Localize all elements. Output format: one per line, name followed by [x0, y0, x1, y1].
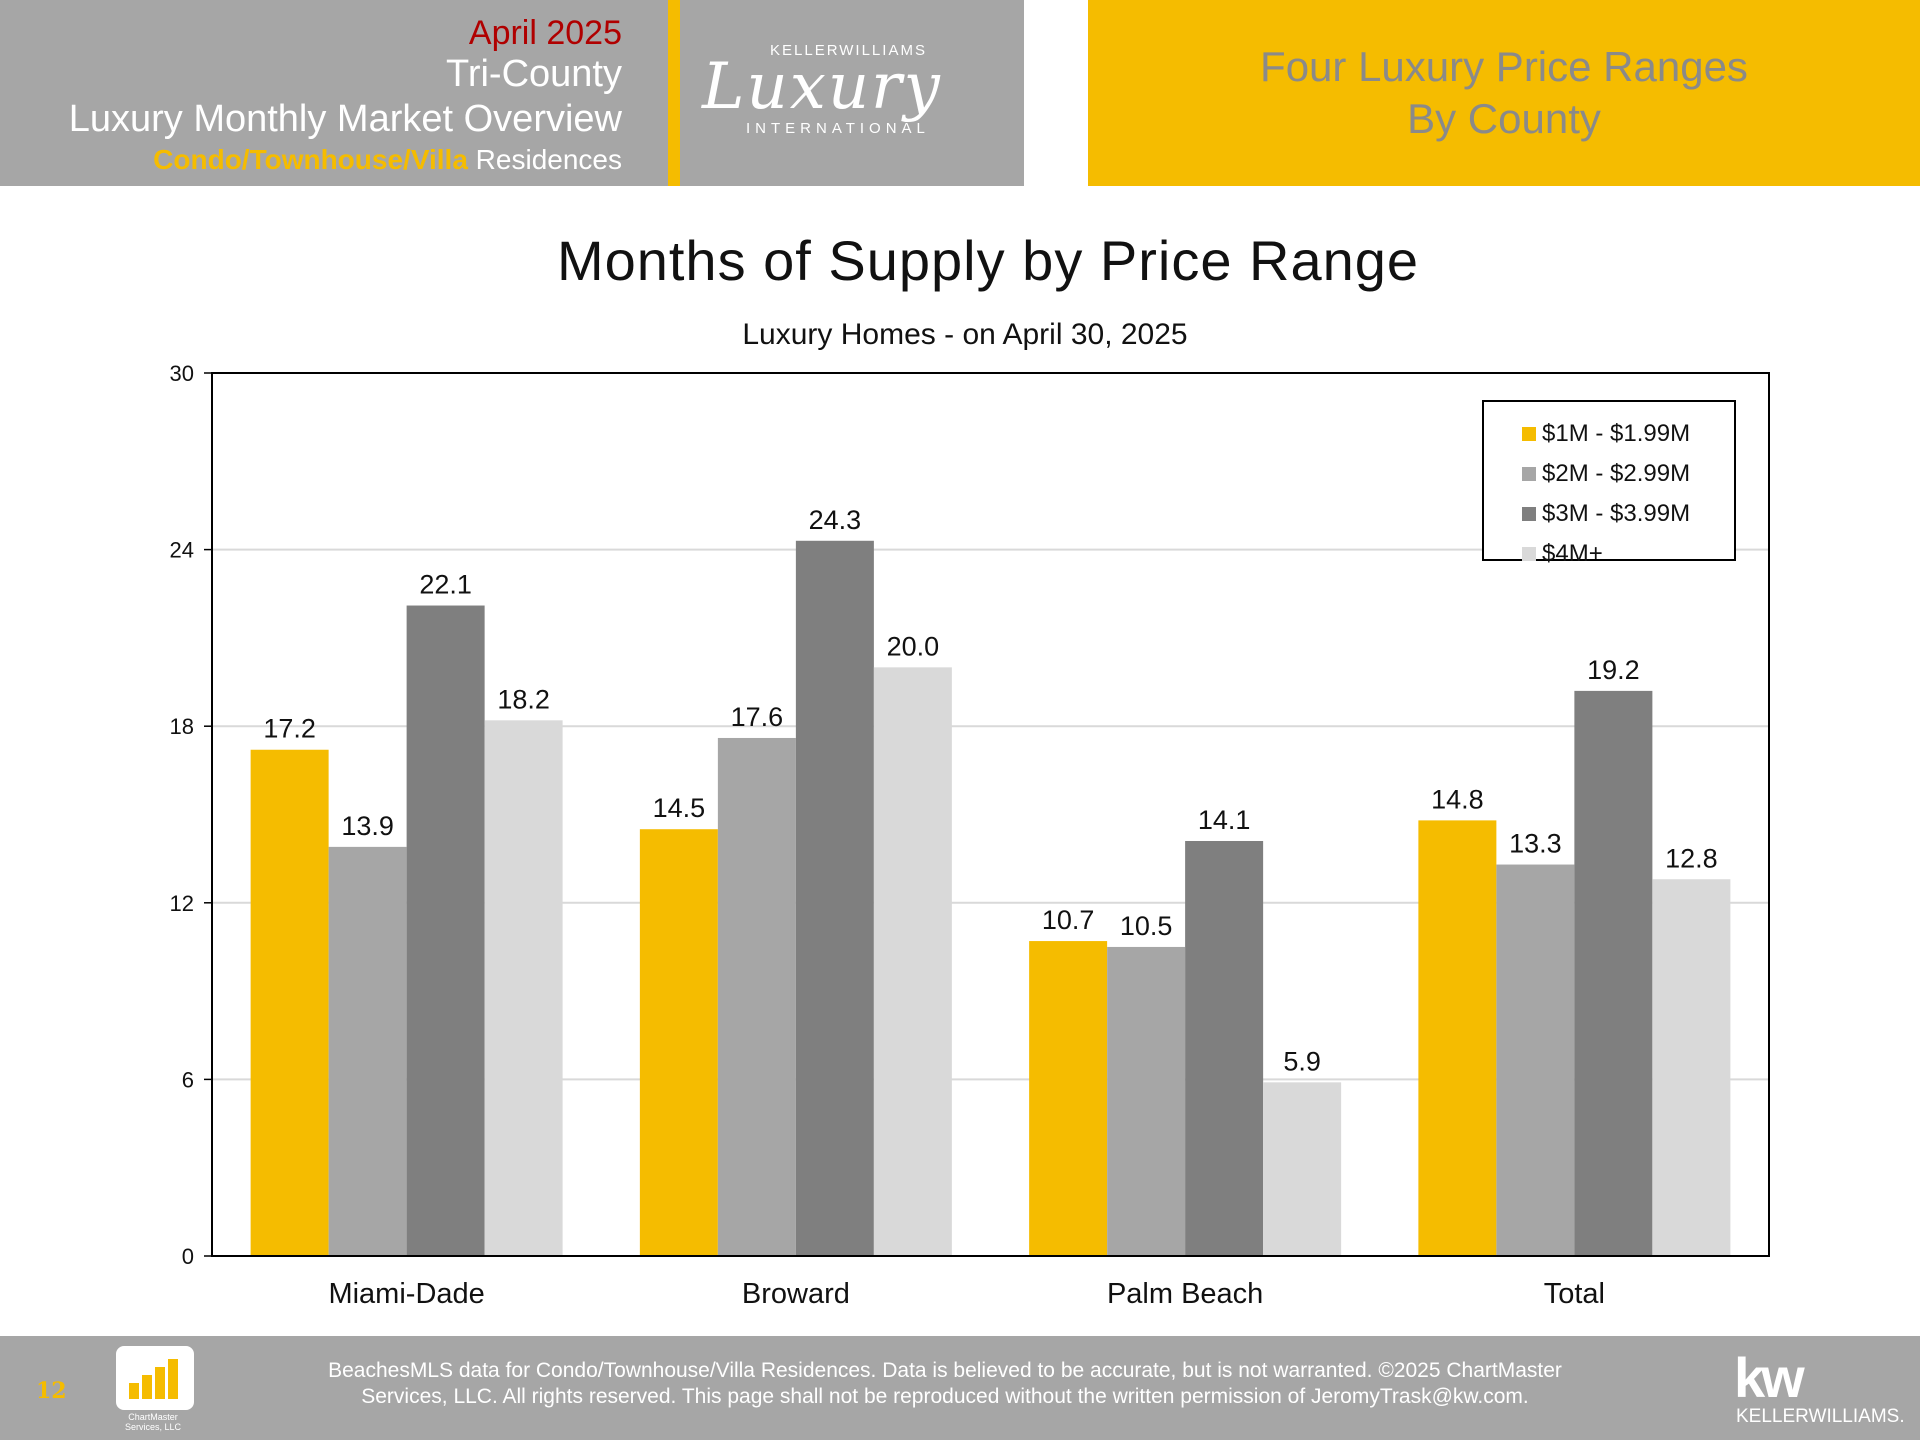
disclaimer-line2: Services, LLC. All rights reserved. This… — [361, 1385, 1529, 1408]
kw-logo-text: KELLERWILLIAMS. — [1736, 1406, 1905, 1427]
bar — [1496, 864, 1575, 1256]
logo-brand: KELLERWILLIAMS — [770, 42, 927, 59]
bar — [1263, 1082, 1342, 1256]
bar — [1107, 946, 1186, 1256]
data-label: 18.2 — [497, 684, 550, 714]
section-title-line2: By County — [1407, 95, 1601, 142]
disclaimer-line1: BeachesMLS data for Condo/Townhouse/Vill… — [328, 1359, 1562, 1382]
luxury-logo: KELLERWILLIAMS Luxury INTERNATIONAL — [680, 0, 1024, 186]
report-title: Luxury Monthly Market Overview — [68, 98, 622, 140]
page-number: 12 — [36, 1378, 67, 1404]
legend-swatch — [1522, 547, 1536, 561]
data-label: 5.9 — [1283, 1046, 1321, 1076]
data-label: 19.2 — [1587, 655, 1640, 685]
chart-subtitle: Luxury Homes - on April 30, 2025 — [742, 318, 1188, 351]
bar — [328, 846, 407, 1256]
section-title-line1: Four Luxury Price Ranges — [1260, 43, 1748, 90]
header-info-panel: April 2025 Tri-County Luxury Monthly Mar… — [0, 0, 668, 186]
chartmaster-logo-icon — [116, 1346, 194, 1410]
bar — [1418, 820, 1497, 1256]
chartmaster-label: ChartMaster Services, LLC — [124, 1412, 182, 1432]
header-stripe — [668, 0, 680, 186]
y-tick-label: 0 — [182, 1244, 194, 1269]
footer-disclaimer: BeachesMLS data for Condo/Townhouse/Vill… — [230, 1358, 1660, 1410]
data-label: 14.8 — [1431, 784, 1484, 814]
legend-label: $1M - $1.99M — [1542, 420, 1690, 447]
y-tick-label: 12 — [170, 891, 194, 916]
plot-frame — [211, 372, 1770, 1257]
data-label: 10.7 — [1042, 905, 1095, 935]
x-tick-label: Palm Beach — [1107, 1278, 1263, 1310]
data-label: 14.1 — [1198, 805, 1251, 835]
bar — [1652, 879, 1731, 1256]
chart-title: Months of Supply by Price Range — [556, 229, 1420, 292]
data-label: 20.0 — [887, 631, 940, 661]
x-tick-label: Broward — [742, 1278, 850, 1310]
bar — [484, 720, 563, 1256]
bar — [1574, 690, 1653, 1256]
logo-international: INTERNATIONAL — [746, 120, 930, 137]
bar — [250, 749, 329, 1256]
property-type: Condo/Townhouse/Villa Residences — [153, 144, 622, 176]
data-label: 24.3 — [809, 505, 862, 535]
legend-swatch — [1522, 427, 1536, 441]
bar — [1185, 840, 1264, 1256]
bar — [795, 540, 874, 1256]
data-label: 17.6 — [731, 702, 784, 732]
bar-chart: 0 6 12 18 24 30 17.2 13.9 22.1 18.2 Miami-Dade 14.5… — [170, 361, 1770, 1310]
footer: 12 ChartMaster Services, LLC BeachesMLS … — [0, 1336, 1920, 1440]
bar — [406, 605, 485, 1256]
legend-label: $4M+ — [1542, 540, 1603, 567]
y-tick-label: 18 — [170, 714, 194, 739]
data-label: 13.9 — [341, 811, 394, 841]
data-label: 17.2 — [263, 714, 316, 744]
property-type-rest: Residences — [467, 144, 622, 175]
data-label: 14.5 — [653, 793, 706, 823]
report-month: April 2025 — [468, 14, 622, 52]
legend-swatch — [1522, 507, 1536, 521]
data-label: 10.5 — [1120, 911, 1173, 941]
y-tick-label: 24 — [170, 538, 194, 563]
header-section-title: Four Luxury Price Ranges By County — [1088, 0, 1920, 186]
x-tick-label: Miami-Dade — [328, 1278, 484, 1310]
data-label: 13.3 — [1509, 829, 1562, 859]
legend-label: $3M - $3.99M — [1542, 500, 1690, 527]
legend-swatch — [1522, 467, 1536, 481]
legend-label: $2M - $2.99M — [1542, 460, 1690, 487]
bar — [1029, 941, 1108, 1256]
y-tick-label: 6 — [182, 1067, 194, 1092]
kw-logo-icon: kw — [1734, 1346, 1805, 1409]
data-label: 12.8 — [1665, 843, 1718, 873]
bar — [639, 829, 718, 1256]
data-label: 22.1 — [419, 570, 472, 600]
logo-script: Luxury — [702, 50, 942, 124]
bar — [873, 667, 952, 1256]
y-tick-label: 30 — [170, 361, 194, 386]
report-region: Tri-County — [446, 53, 622, 95]
bar — [717, 737, 796, 1256]
property-type-accent: Condo/Townhouse/Villa — [153, 144, 468, 175]
x-tick-label: Total — [1544, 1278, 1605, 1310]
